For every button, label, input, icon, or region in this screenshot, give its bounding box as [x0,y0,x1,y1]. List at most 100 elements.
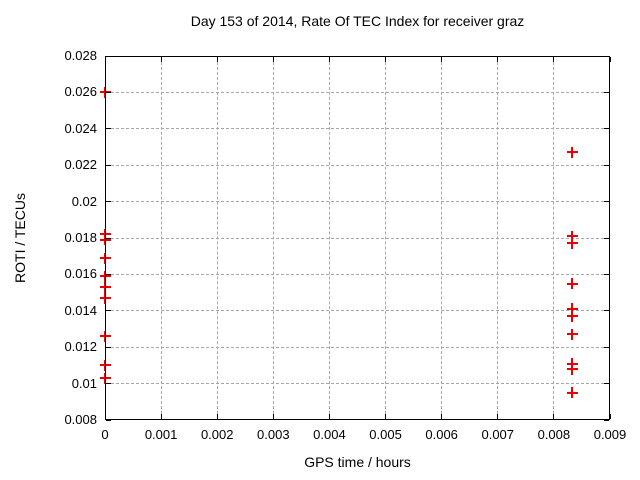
gridline-horizontal [106,237,609,239]
x-tick-bottom [104,414,106,419]
data-point-marker [566,230,578,242]
x-tick-label: 0.002 [200,427,234,442]
gridline-horizontal [106,91,609,93]
gridline-vertical [385,57,387,419]
y-tick-right [604,273,609,275]
y-tick-left [106,310,111,312]
x-axis-label: GPS time / hours [304,454,411,470]
data-point-marker [566,303,578,315]
y-tick-right [604,346,609,348]
x-tick-label: 0.009 [593,427,627,442]
x-tick-top [104,57,106,62]
y-tick-right [604,419,609,421]
y-tick-left [106,55,111,57]
data-point-marker [566,363,578,375]
y-tick-label: 0.012 [64,339,97,355]
x-tick-top [441,57,443,62]
x-tick-bottom [160,414,162,419]
x-tick-top [216,57,218,62]
x-tick-bottom [609,414,611,419]
x-tick-top [272,57,274,62]
y-tick-left [106,164,111,166]
x-tick-top [553,57,555,62]
y-tick-label: 0.022 [64,157,97,173]
gridline-vertical [553,57,555,419]
x-tick-bottom [553,414,555,419]
y-tick-label: 0.014 [64,302,97,318]
y-tick-left [106,201,111,203]
x-tick-label: 0.006 [425,427,458,442]
y-tick-left [106,273,111,275]
plus-icon [571,363,574,375]
gridline-vertical [497,57,499,419]
x-tick-top [609,57,611,62]
plus-icon [571,237,574,249]
y-tick-label: 0.016 [64,266,97,282]
data-point-marker [566,146,578,158]
y-tick-right [604,128,609,130]
gridline-vertical [216,57,218,419]
x-tick-top [328,57,330,62]
y-tick-right [604,310,609,312]
x-tick-bottom [272,414,274,419]
gridline-horizontal [106,164,609,166]
y-tick-left [106,91,111,93]
gridline-horizontal [106,383,609,385]
x-tick-label: 0.003 [257,427,290,442]
gridline-vertical [160,57,162,419]
y-tick-right [604,201,609,203]
plus-icon [571,146,574,158]
x-tick-label: 0.007 [481,427,515,442]
x-tick-bottom [385,414,387,419]
gridline-vertical [328,57,330,419]
x-tick-label: 0.004 [313,427,346,442]
plot-border [105,56,610,420]
gridline-horizontal [106,310,609,312]
x-tick-top [385,57,387,62]
y-tick-label: 0.008 [64,412,97,427]
y-tick-right [604,164,609,166]
y-tick-label: 0.02 [71,193,97,209]
y-tick-right [604,383,609,385]
y-tick-right [604,91,609,93]
plus-icon [571,387,574,399]
plus-icon [571,310,574,322]
data-point-marker [566,237,578,249]
x-tick-top [497,57,499,62]
data-point-marker [566,387,578,399]
plus-icon [571,303,574,315]
y-tick-label: 0.026 [64,84,97,100]
y-tick-left [106,419,111,421]
y-tick-label: 0.024 [64,120,97,136]
y-tick-left [106,383,111,385]
x-tick-label: 0.001 [144,427,178,442]
x-tick-bottom [441,414,443,419]
x-tick-label: 0.008 [537,427,571,442]
plus-icon [571,328,574,340]
gridline-horizontal [106,128,609,130]
y-tick-label: 0.018 [64,230,97,245]
plus-icon [571,230,574,242]
data-point-marker [566,278,578,289]
gridline-vertical [441,57,443,419]
x-tick-bottom [216,414,218,419]
x-tick-bottom [328,414,330,419]
gridline-horizontal [106,273,609,275]
x-tick-bottom [497,414,499,419]
data-point-marker [566,310,578,322]
y-tick-right [604,55,609,57]
x-tick-label: 0.005 [369,427,402,442]
y-tick-left [106,237,111,239]
plus-icon [571,278,574,289]
gridline-horizontal [106,201,609,203]
gridline-vertical [272,57,274,419]
y-tick-label: 0.028 [64,48,97,63]
x-tick-label: 0 [101,427,109,442]
x-tick-top [160,57,162,62]
y-tick-right [604,237,609,239]
chart-title: Day 153 of 2014, Rate Of TEC Index for r… [190,13,525,29]
y-tick-left [106,346,111,348]
gridline-horizontal [106,346,609,348]
y-tick-label: 0.01 [71,375,97,391]
